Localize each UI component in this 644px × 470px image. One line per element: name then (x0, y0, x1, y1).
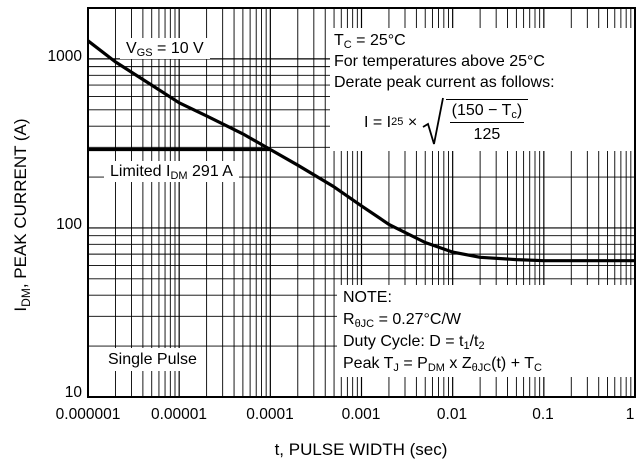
duty-pre: Duty Cycle: D = t (343, 333, 464, 350)
y-axis-label-main: I (10, 306, 30, 312)
formula-times: × (403, 113, 422, 131)
peak-sub4: C (533, 362, 542, 374)
x-tick-label-2: 0.0001 (246, 406, 294, 423)
x-tick-label-3: 0.001 (341, 406, 381, 423)
duty-sub2: 2 (478, 340, 485, 352)
y-tick-label-10: 10 (64, 384, 82, 401)
formula-fraction: (150 − Tc) 125 (445, 99, 529, 145)
duty-sub1: 1 (463, 340, 470, 352)
numerator-sub: c (511, 109, 517, 121)
plot-frame (87, 7, 636, 398)
vgs-main: V (126, 40, 137, 57)
rjc-rest: = 0.27°C/W (374, 311, 461, 328)
limited-idm-annotation: Limited IDM 291 A (104, 161, 239, 182)
vgs-rest: = 10 V (152, 40, 204, 57)
y-tick-label-1000: 1000 (47, 48, 82, 65)
single-pulse-label: Single Pulse (104, 348, 201, 371)
sqrt-sign-icon (422, 97, 444, 145)
tc-main: T (334, 32, 344, 49)
peak-end: (t) + T (491, 355, 534, 372)
note-duty: Duty Cycle: D = t1/t2 (343, 331, 624, 353)
limited-sub: DM (170, 170, 188, 182)
x-tick-label-0: 0.000001 (55, 406, 121, 423)
y-axis-label-rest: , PEAK CURRENT (A) (10, 118, 30, 289)
x-tick-label-1: 0.00001 (150, 406, 208, 423)
formula-sqrt: (150 − Tc) 125 (422, 97, 529, 147)
y-axis-label-sub: DM (19, 288, 34, 307)
note-rjc: RθJC = 0.27°C/W (343, 309, 624, 331)
limited-rest: 291 A (187, 163, 233, 180)
rjc-main: R (343, 311, 355, 328)
note-annotation: NOTE: RθJC = 0.27°C/W Duty Cycle: D = t1… (337, 285, 634, 377)
peak-pre: Peak T (343, 355, 394, 372)
peak-mid1: = P (398, 355, 428, 372)
peak-sub2: DM (427, 362, 445, 374)
series-line-0 (87, 39, 635, 263)
temp-line: For temperatures above 25°C (334, 53, 545, 70)
derate-line: Derate peak current as follows: (334, 74, 555, 91)
x-tick-label-5: 0.1 (532, 406, 554, 423)
note-title: NOTE: (343, 289, 392, 306)
rjc-sub: θJC (354, 318, 375, 330)
tc-line: TC = 25°C (334, 30, 630, 51)
limited-pre: Limited I (110, 163, 171, 180)
duty-mid: /t (469, 333, 479, 350)
x-tick-label-4: 0.01 (436, 406, 468, 423)
x-axis-label: t, PULSE WIDTH (sec) (274, 440, 448, 459)
y-axis-label: IDM, PEAK CURRENT (A) (11, 118, 33, 311)
peak-sub3: θJC (471, 362, 492, 374)
numerator-end: ) (516, 102, 523, 119)
y-tick-label-100: 100 (56, 216, 82, 233)
tc-sub: C (343, 39, 352, 51)
peak-mid2: x Z (444, 355, 472, 372)
data-lines (87, 39, 635, 263)
tc-rest: = 25°C (351, 32, 406, 49)
formula-lhs: I = I (364, 113, 392, 131)
formula-denominator: 125 (473, 126, 501, 143)
numerator-text: (150 − T (451, 102, 512, 119)
note-peak: Peak TJ = PDM x ZθJC(t) + TC (343, 353, 624, 375)
peak-sub1: J (393, 362, 399, 374)
derating-formula: I = I 25 × (150 − Tc) 125 (364, 97, 630, 147)
vgs-annotation: VGS = 10 V (120, 38, 210, 59)
formula-numerator: (150 − Tc) (449, 100, 525, 123)
derating-annotation: TC = 25°C For temperatures above 25°C De… (330, 28, 634, 151)
vgs-sub: GS (136, 47, 153, 59)
x-tick-label-6: 1 (625, 406, 635, 423)
